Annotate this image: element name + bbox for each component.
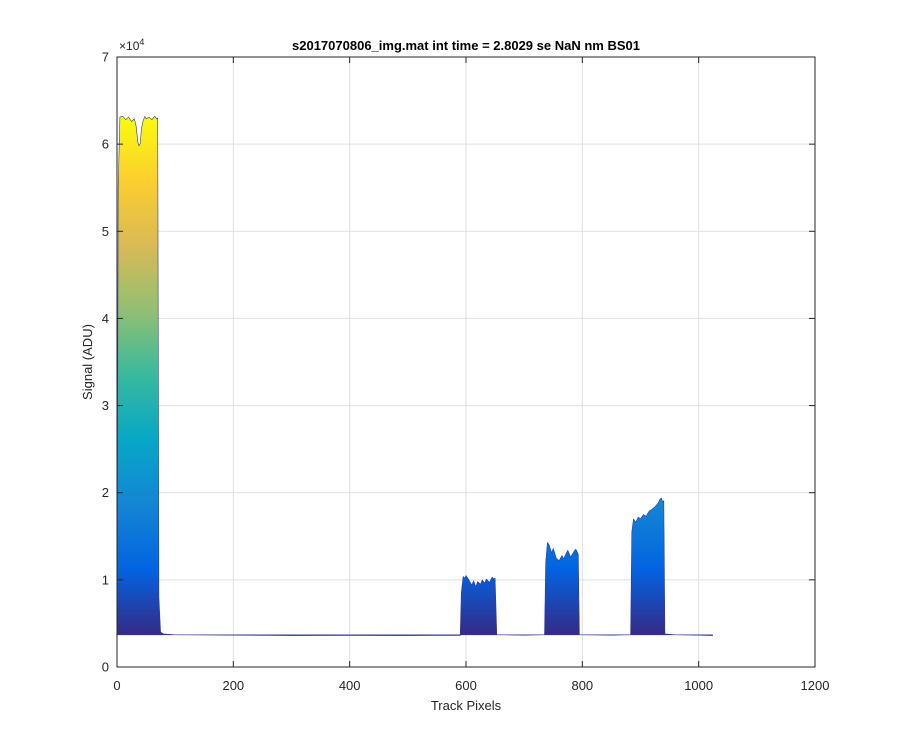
x-axis-label: Track Pixels	[431, 698, 502, 713]
y-exponent-power: 4	[139, 37, 144, 47]
series-area-1	[459, 575, 498, 636]
x-tick-label: 800	[571, 678, 593, 693]
y-tick-label: 7	[102, 50, 109, 65]
svg-text:×104: ×104	[119, 37, 144, 53]
y-tick-label: 4	[102, 311, 109, 326]
series-area-5	[630, 497, 666, 636]
x-tick-label: 0	[113, 678, 120, 693]
x-tick-label: 400	[339, 678, 361, 693]
y-tick-label: 0	[102, 660, 109, 675]
y-tick-label: 2	[102, 485, 109, 500]
y-tick-label: 5	[102, 224, 109, 239]
y-axis-exponent: ×104	[119, 37, 144, 53]
chart-title: s2017070806_img.mat int time = 2.8029 se…	[292, 38, 640, 53]
x-tick-label: 200	[222, 678, 244, 693]
x-tick-label: 1200	[801, 678, 830, 693]
y-axis-label: Signal (ADU)	[80, 324, 95, 400]
series-area-0	[116, 116, 461, 636]
y-exponent-base: 10	[126, 39, 140, 53]
data-series-area	[116, 116, 713, 636]
y-tick-label: 3	[102, 398, 109, 413]
y-tick-label: 1	[102, 572, 109, 587]
series-area-6	[664, 633, 713, 636]
series-area-3	[544, 542, 580, 636]
y-tick-label: 6	[102, 137, 109, 152]
axis-ticks: 0 200 400 600 800 1000 1200 0 1 2 3 4 5 6 7	[102, 50, 830, 694]
x-tick-label: 600	[455, 678, 477, 693]
grid	[117, 57, 815, 667]
x-tick-label: 1000	[684, 678, 713, 693]
